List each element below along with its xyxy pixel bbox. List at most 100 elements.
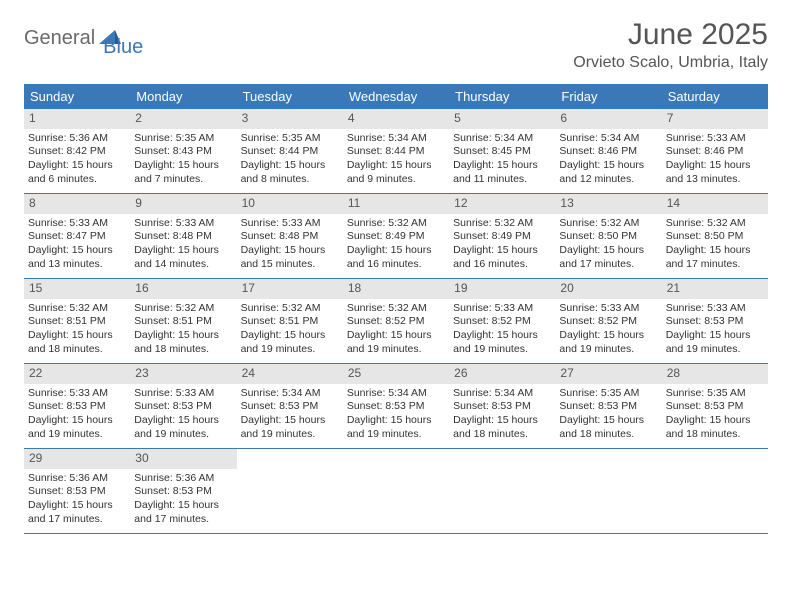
sunset-text: Sunset: 8:53 PM bbox=[666, 400, 764, 414]
daylight-text: Daylight: 15 hours bbox=[453, 159, 551, 173]
daylight-text: Daylight: 15 hours bbox=[559, 414, 657, 428]
sunrise-text: Sunrise: 5:36 AM bbox=[28, 472, 126, 486]
daylight-text: Daylight: 15 hours bbox=[559, 159, 657, 173]
calendar-day-cell: 16Sunrise: 5:32 AMSunset: 8:51 PMDayligh… bbox=[130, 279, 236, 363]
day-number: 2 bbox=[130, 109, 236, 129]
weekday-header: Wednesday bbox=[343, 84, 449, 109]
sunrise-text: Sunrise: 5:33 AM bbox=[134, 387, 232, 401]
daylight-text: Daylight: 15 hours bbox=[134, 414, 232, 428]
logo-text-general: General bbox=[24, 27, 95, 50]
sunrise-text: Sunrise: 5:34 AM bbox=[347, 132, 445, 146]
daylight-text: and 14 minutes. bbox=[134, 258, 232, 272]
day-number: 23 bbox=[130, 364, 236, 384]
sunrise-text: Sunrise: 5:32 AM bbox=[559, 217, 657, 231]
sunset-text: Sunset: 8:49 PM bbox=[453, 230, 551, 244]
day-number: 17 bbox=[237, 279, 343, 299]
sunset-text: Sunset: 8:43 PM bbox=[134, 145, 232, 159]
sunrise-text: Sunrise: 5:36 AM bbox=[28, 132, 126, 146]
sunrise-text: Sunrise: 5:33 AM bbox=[134, 217, 232, 231]
day-number: 3 bbox=[237, 109, 343, 129]
sunrise-text: Sunrise: 5:33 AM bbox=[666, 302, 764, 316]
day-number: 24 bbox=[237, 364, 343, 384]
calendar-day-cell: 4Sunrise: 5:34 AMSunset: 8:44 PMDaylight… bbox=[343, 109, 449, 193]
daylight-text: Daylight: 15 hours bbox=[134, 244, 232, 258]
daylight-text: Daylight: 15 hours bbox=[666, 329, 764, 343]
daylight-text: and 9 minutes. bbox=[347, 173, 445, 187]
daylight-text: Daylight: 15 hours bbox=[241, 329, 339, 343]
daylight-text: Daylight: 15 hours bbox=[241, 414, 339, 428]
daylight-text: and 18 minutes. bbox=[559, 428, 657, 442]
sunrise-text: Sunrise: 5:33 AM bbox=[28, 217, 126, 231]
daylight-text: Daylight: 15 hours bbox=[666, 159, 764, 173]
month-title: June 2025 bbox=[573, 18, 768, 52]
calendar-day-cell: 22Sunrise: 5:33 AMSunset: 8:53 PMDayligh… bbox=[24, 364, 130, 448]
calendar-day-cell: 2Sunrise: 5:35 AMSunset: 8:43 PMDaylight… bbox=[130, 109, 236, 193]
sunrise-text: Sunrise: 5:34 AM bbox=[559, 132, 657, 146]
calendar-week-row: 22Sunrise: 5:33 AMSunset: 8:53 PMDayligh… bbox=[24, 364, 768, 449]
sunset-text: Sunset: 8:50 PM bbox=[666, 230, 764, 244]
calendar-empty-cell bbox=[343, 449, 449, 533]
day-number: 26 bbox=[449, 364, 555, 384]
weekday-header: Friday bbox=[555, 84, 661, 109]
daylight-text: and 19 minutes. bbox=[134, 428, 232, 442]
daylight-text: and 18 minutes. bbox=[134, 343, 232, 357]
daylight-text: and 12 minutes. bbox=[559, 173, 657, 187]
daylight-text: and 17 minutes. bbox=[134, 513, 232, 527]
sunset-text: Sunset: 8:51 PM bbox=[241, 315, 339, 329]
daylight-text: Daylight: 15 hours bbox=[453, 244, 551, 258]
day-number: 9 bbox=[130, 194, 236, 214]
day-number: 21 bbox=[662, 279, 768, 299]
sunrise-text: Sunrise: 5:32 AM bbox=[134, 302, 232, 316]
day-number: 11 bbox=[343, 194, 449, 214]
daylight-text: Daylight: 15 hours bbox=[453, 329, 551, 343]
daylight-text: and 16 minutes. bbox=[347, 258, 445, 272]
daylight-text: and 13 minutes. bbox=[666, 173, 764, 187]
weekday-header: Monday bbox=[130, 84, 236, 109]
sunset-text: Sunset: 8:48 PM bbox=[241, 230, 339, 244]
sunrise-text: Sunrise: 5:34 AM bbox=[453, 387, 551, 401]
logo-text-blue: Blue bbox=[103, 36, 143, 59]
day-number: 12 bbox=[449, 194, 555, 214]
sunrise-text: Sunrise: 5:35 AM bbox=[134, 132, 232, 146]
day-number: 22 bbox=[24, 364, 130, 384]
daylight-text: and 17 minutes. bbox=[28, 513, 126, 527]
sunset-text: Sunset: 8:50 PM bbox=[559, 230, 657, 244]
day-number: 28 bbox=[662, 364, 768, 384]
calendar-day-cell: 7Sunrise: 5:33 AMSunset: 8:46 PMDaylight… bbox=[662, 109, 768, 193]
calendar-day-cell: 17Sunrise: 5:32 AMSunset: 8:51 PMDayligh… bbox=[237, 279, 343, 363]
weekday-header-row: Sunday Monday Tuesday Wednesday Thursday… bbox=[24, 84, 768, 109]
day-number: 1 bbox=[24, 109, 130, 129]
calendar-day-cell: 27Sunrise: 5:35 AMSunset: 8:53 PMDayligh… bbox=[555, 364, 661, 448]
calendar-day-cell: 28Sunrise: 5:35 AMSunset: 8:53 PMDayligh… bbox=[662, 364, 768, 448]
daylight-text: Daylight: 15 hours bbox=[241, 244, 339, 258]
daylight-text: and 19 minutes. bbox=[347, 343, 445, 357]
day-number: 18 bbox=[343, 279, 449, 299]
calendar-day-cell: 13Sunrise: 5:32 AMSunset: 8:50 PMDayligh… bbox=[555, 194, 661, 278]
sunset-text: Sunset: 8:46 PM bbox=[666, 145, 764, 159]
weekday-header: Tuesday bbox=[237, 84, 343, 109]
sunrise-text: Sunrise: 5:32 AM bbox=[28, 302, 126, 316]
day-number: 25 bbox=[343, 364, 449, 384]
sunrise-text: Sunrise: 5:34 AM bbox=[453, 132, 551, 146]
calendar-day-cell: 6Sunrise: 5:34 AMSunset: 8:46 PMDaylight… bbox=[555, 109, 661, 193]
calendar-empty-cell bbox=[449, 449, 555, 533]
daylight-text: Daylight: 15 hours bbox=[453, 414, 551, 428]
calendar-day-cell: 9Sunrise: 5:33 AMSunset: 8:48 PMDaylight… bbox=[130, 194, 236, 278]
day-number: 13 bbox=[555, 194, 661, 214]
daylight-text: Daylight: 15 hours bbox=[666, 244, 764, 258]
day-number: 6 bbox=[555, 109, 661, 129]
sunset-text: Sunset: 8:53 PM bbox=[559, 400, 657, 414]
daylight-text: Daylight: 15 hours bbox=[347, 329, 445, 343]
calendar-day-cell: 26Sunrise: 5:34 AMSunset: 8:53 PMDayligh… bbox=[449, 364, 555, 448]
daylight-text: Daylight: 15 hours bbox=[134, 499, 232, 513]
calendar-day-cell: 3Sunrise: 5:35 AMSunset: 8:44 PMDaylight… bbox=[237, 109, 343, 193]
weekday-header: Saturday bbox=[662, 84, 768, 109]
sunrise-text: Sunrise: 5:35 AM bbox=[666, 387, 764, 401]
daylight-text: Daylight: 15 hours bbox=[28, 244, 126, 258]
day-number: 4 bbox=[343, 109, 449, 129]
calendar-day-cell: 30Sunrise: 5:36 AMSunset: 8:53 PMDayligh… bbox=[130, 449, 236, 533]
sunset-text: Sunset: 8:53 PM bbox=[134, 400, 232, 414]
sunset-text: Sunset: 8:52 PM bbox=[559, 315, 657, 329]
weekday-header: Sunday bbox=[24, 84, 130, 109]
header: General Blue June 2025 Orvieto Scalo, Um… bbox=[0, 0, 792, 78]
